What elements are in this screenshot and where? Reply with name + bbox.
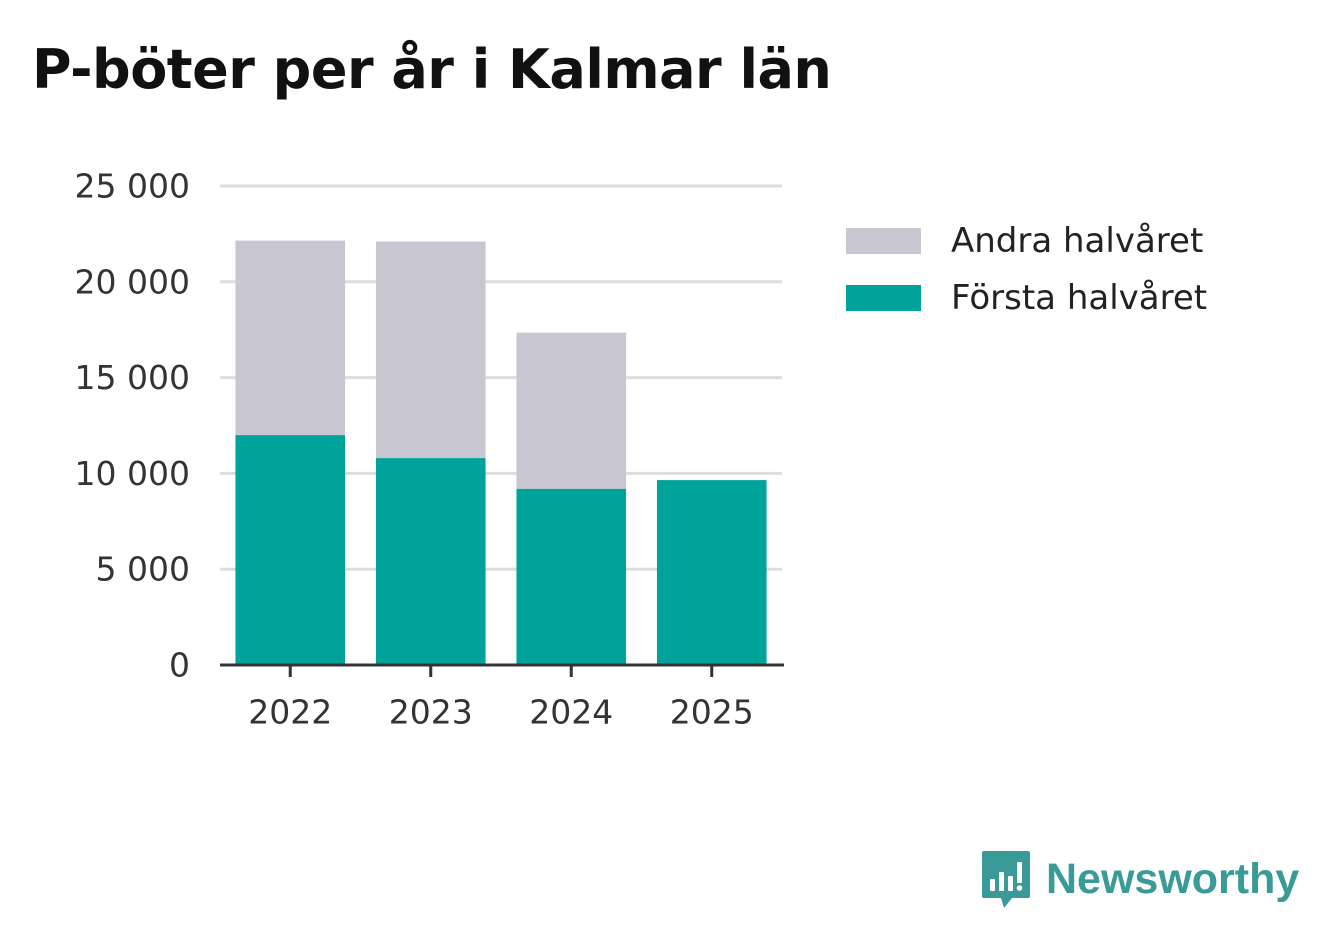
gridlines: 0 5 000 10 000 15 000 20 000 25 000 xyxy=(75,167,782,685)
legend-swatch-andra xyxy=(846,227,921,254)
x-tick-label: 2025 xyxy=(670,693,754,732)
y-tick-label: 15 000 xyxy=(75,358,190,397)
legend-swatch-forsta xyxy=(846,284,921,311)
bar-forsta-2022 xyxy=(235,435,346,665)
y-tick-label: 0 xyxy=(169,646,190,685)
bar-andra-2022 xyxy=(235,240,346,436)
brand-name: Newsworthy xyxy=(1046,854,1300,903)
brand-logo: Newsworthy xyxy=(980,848,1299,910)
y-tick-label: 25 000 xyxy=(75,167,190,206)
bar-chart-speech-bubble-icon xyxy=(982,851,1030,908)
bar-andra-2023 xyxy=(375,241,486,459)
bars xyxy=(235,240,767,665)
legend-item-andra: Andra halvåret xyxy=(846,212,1207,269)
y-tick-label: 10 000 xyxy=(75,454,190,493)
legend-label-forsta: Första halvåret xyxy=(951,277,1208,318)
legend-item-forsta: Första halvåret xyxy=(846,269,1207,326)
bar-forsta-2024 xyxy=(516,488,627,665)
x-tick-label: 2024 xyxy=(529,693,613,732)
bar-forsta-2025 xyxy=(656,480,767,665)
legend: Andra halvåret Första halvåret xyxy=(846,212,1207,326)
x-tick-label: 2022 xyxy=(248,693,332,732)
x-axis: 2022 2023 2024 2025 xyxy=(220,663,784,732)
bar-forsta-2023 xyxy=(375,458,486,665)
y-tick-label: 20 000 xyxy=(75,262,190,301)
x-tick-label: 2023 xyxy=(389,693,473,732)
legend-label-andra: Andra halvåret xyxy=(951,220,1204,261)
bar-andra-2024 xyxy=(516,332,627,489)
y-tick-label: 5 000 xyxy=(96,550,190,589)
chart-title: P-böter per år i Kalmar län xyxy=(32,38,832,101)
